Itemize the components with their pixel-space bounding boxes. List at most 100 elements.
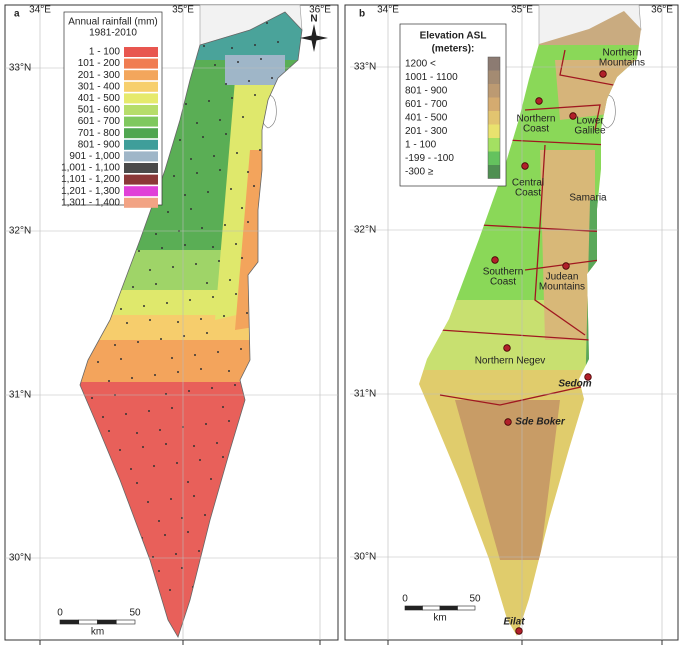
station-dot xyxy=(155,233,157,235)
station-dot xyxy=(217,351,219,353)
place-label: Coast xyxy=(515,188,541,199)
station-dot xyxy=(242,116,244,118)
station-dot xyxy=(189,299,191,301)
station-dot xyxy=(91,397,93,399)
station-dot xyxy=(277,41,279,43)
legend-label: 601 - 700 xyxy=(405,99,448,110)
scale-bar-segment xyxy=(457,605,476,611)
legend-swatch xyxy=(488,124,500,138)
place-label: Samaria xyxy=(569,193,607,204)
station-dot xyxy=(177,371,179,373)
station-dot xyxy=(176,462,178,464)
station-dot xyxy=(164,534,166,536)
station-dot xyxy=(108,380,110,382)
legend-title: Elevation ASL xyxy=(420,31,487,42)
station-dot xyxy=(216,442,218,444)
elevation-band xyxy=(455,400,560,560)
station-dot xyxy=(200,368,202,370)
legend-label: -199 - -100 xyxy=(405,153,454,164)
place-label: Sde Boker xyxy=(515,417,566,428)
station-dot xyxy=(200,318,202,320)
latitude-label: 30°N xyxy=(354,552,376,563)
station-dot xyxy=(177,321,179,323)
station-dot xyxy=(155,283,157,285)
station-dot xyxy=(213,155,215,157)
station-dot xyxy=(172,266,174,268)
legend-label: 1,101 - 1,200 xyxy=(61,174,120,185)
legend-swatch xyxy=(488,151,500,165)
station-dot xyxy=(159,429,161,431)
station-dot xyxy=(230,188,232,190)
latitude-label: 33°N xyxy=(354,62,376,73)
panel-label: b xyxy=(359,9,365,20)
station-dot xyxy=(237,61,239,63)
legend-label: 1200 < xyxy=(405,59,436,70)
scale-bar-segment xyxy=(439,605,458,611)
legend-label: 201 - 300 xyxy=(405,126,448,137)
station-dot xyxy=(234,384,236,386)
station-dot xyxy=(185,103,187,105)
station-dot xyxy=(143,305,145,307)
station-dot xyxy=(183,335,185,337)
station-dot xyxy=(97,361,99,363)
longitude-label: 35°E xyxy=(172,5,194,16)
station-dot xyxy=(142,446,144,448)
legend-swatch xyxy=(488,57,500,71)
station-dot xyxy=(235,243,237,245)
station-dot xyxy=(102,416,104,418)
station-dot xyxy=(131,377,133,379)
station-dot xyxy=(206,332,208,334)
station-dot xyxy=(207,191,209,193)
scale-bar-segment xyxy=(59,619,80,625)
station-dot xyxy=(235,293,237,295)
country-outline xyxy=(79,11,303,638)
legend-label: 101 - 200 xyxy=(78,58,121,69)
legend-swatch xyxy=(124,105,158,115)
station-dot xyxy=(241,257,243,259)
station-dot xyxy=(152,556,154,558)
station-dot xyxy=(196,122,198,124)
legend-swatch xyxy=(124,70,158,81)
station-dot xyxy=(120,358,122,360)
legend-label: 801 - 900 xyxy=(78,139,121,150)
station-dot xyxy=(175,553,177,555)
region-boundary xyxy=(439,384,591,406)
place-marker xyxy=(584,373,592,381)
legend-swatch xyxy=(124,47,158,57)
region-boundary xyxy=(504,139,611,146)
station-dot xyxy=(218,260,220,262)
station-dot xyxy=(214,64,216,66)
station-dot xyxy=(196,172,198,174)
elevation-band xyxy=(540,150,595,340)
legend-swatch xyxy=(488,70,500,84)
station-dot xyxy=(219,119,221,121)
station-dot xyxy=(114,344,116,346)
place-label: Northern xyxy=(603,48,642,59)
legend-swatch xyxy=(124,163,158,173)
scale-label: 0 xyxy=(57,608,63,619)
longitude-label: 34°E xyxy=(377,5,399,16)
station-dot xyxy=(193,445,195,447)
station-dot xyxy=(254,44,256,46)
place-label: Mountains xyxy=(599,58,645,69)
station-dot xyxy=(240,348,242,350)
place-marker xyxy=(535,97,543,105)
legend-label: 401 - 500 xyxy=(405,113,448,124)
legend-swatch xyxy=(124,151,158,162)
station-dot xyxy=(119,449,121,451)
station-dot xyxy=(136,432,138,434)
legend-label: -300 ≥ xyxy=(405,167,434,178)
station-dot xyxy=(210,478,212,480)
station-dot xyxy=(228,420,230,422)
station-dot xyxy=(136,482,138,484)
latitude-label: 32°N xyxy=(9,226,31,237)
place-label: Judean xyxy=(546,272,579,283)
region-boundary xyxy=(534,224,586,336)
legend-swatch xyxy=(488,84,500,98)
station-dot xyxy=(167,211,169,213)
legend-swatch xyxy=(124,139,158,150)
station-dot xyxy=(206,282,208,284)
legend-title: Annual rainfall (mm) xyxy=(68,17,157,28)
station-dot xyxy=(148,410,150,412)
longitude-label: 36°E xyxy=(309,5,331,16)
